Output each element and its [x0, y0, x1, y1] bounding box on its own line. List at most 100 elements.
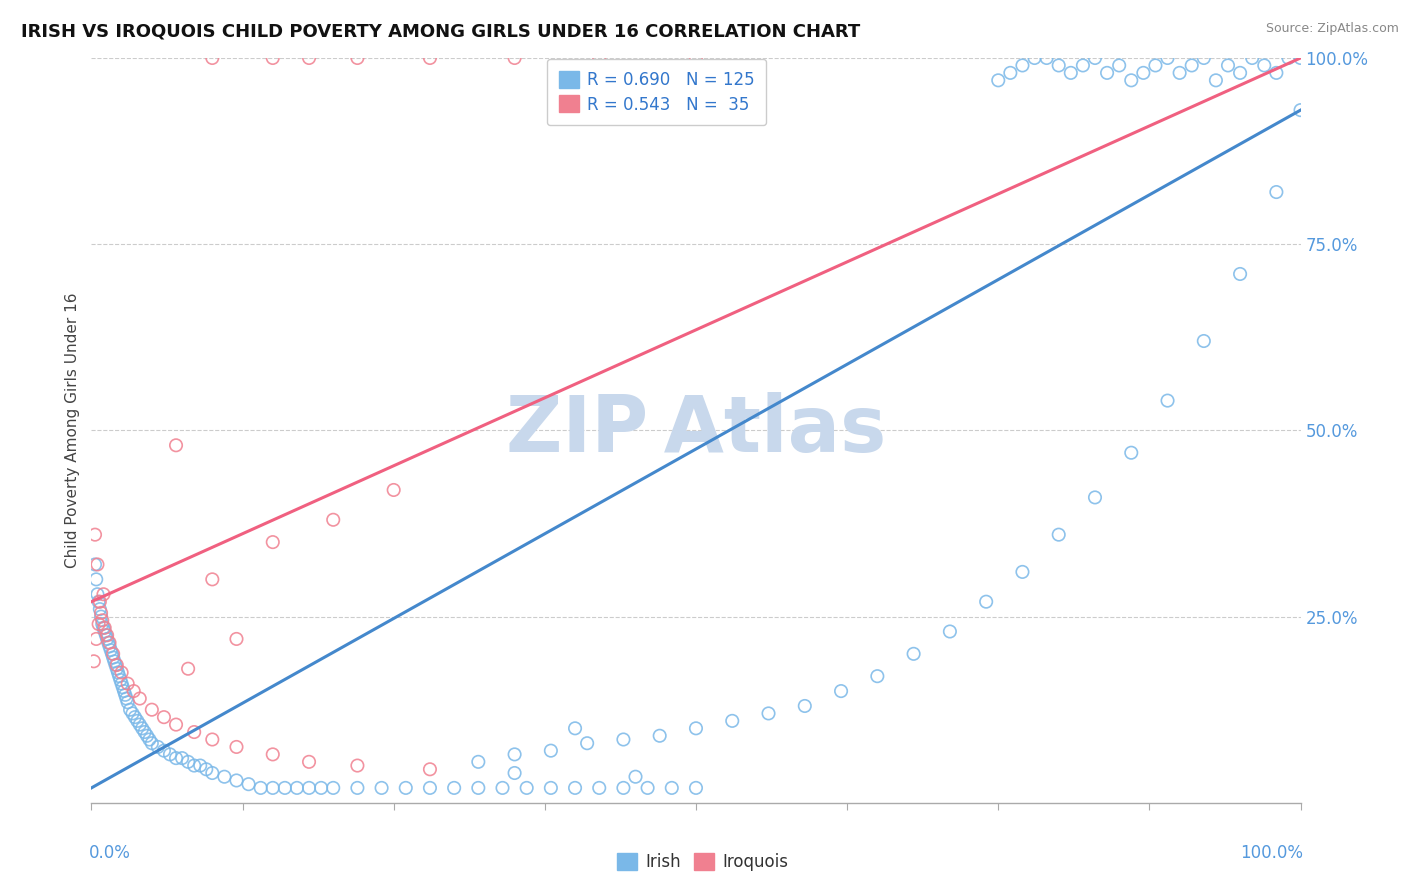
Point	[100, 643, 122, 657]
Point	[183, 725, 205, 739]
Point	[89, 602, 111, 616]
Point	[612, 732, 634, 747]
Point	[1095, 66, 1118, 80]
Point	[120, 703, 142, 717]
Point	[661, 780, 683, 795]
Point	[298, 780, 321, 795]
Point	[1121, 73, 1143, 87]
Point	[1289, 51, 1312, 65]
Point	[685, 721, 707, 735]
Point	[225, 773, 247, 788]
Point	[262, 535, 284, 549]
Point	[1229, 66, 1251, 80]
Point	[84, 573, 107, 587]
Point	[83, 654, 105, 668]
Point	[122, 684, 145, 698]
Point	[1156, 51, 1178, 65]
Point	[104, 658, 127, 673]
Point	[1108, 58, 1130, 72]
Point	[110, 673, 132, 687]
Point	[564, 780, 586, 795]
Point	[939, 624, 962, 639]
Point	[1168, 66, 1191, 80]
Point	[1229, 267, 1251, 281]
Point	[1060, 66, 1083, 80]
Point	[128, 691, 150, 706]
Point	[121, 706, 143, 721]
Text: ZIP Atlas: ZIP Atlas	[506, 392, 886, 468]
Point	[648, 729, 671, 743]
Point	[249, 780, 271, 795]
Point	[84, 632, 107, 646]
Point	[1121, 446, 1143, 460]
Point	[491, 780, 513, 795]
Point	[91, 613, 114, 627]
Point	[346, 51, 368, 65]
Point	[87, 617, 110, 632]
Point	[721, 714, 744, 728]
Point	[90, 606, 112, 620]
Point	[101, 650, 124, 665]
Point	[262, 747, 284, 762]
Point	[195, 762, 218, 776]
Point	[588, 51, 610, 65]
Point	[94, 628, 117, 642]
Legend: R = 0.690   N = 125, R = 0.543   N =  35: R = 0.690 N = 125, R = 0.543 N = 35	[547, 59, 766, 125]
Point	[165, 717, 187, 731]
Point	[322, 513, 344, 527]
Point	[262, 51, 284, 65]
Point	[124, 710, 146, 724]
Point	[138, 732, 160, 747]
Point	[172, 751, 194, 765]
Point	[91, 617, 114, 632]
Point	[624, 770, 647, 784]
Point	[127, 714, 149, 728]
Point	[467, 755, 489, 769]
Point	[1024, 51, 1046, 65]
Point	[141, 736, 163, 750]
Point	[108, 669, 131, 683]
Point	[93, 587, 115, 601]
Point	[758, 706, 780, 721]
Point	[141, 703, 163, 717]
Point	[262, 780, 284, 795]
Point	[165, 751, 187, 765]
Point	[111, 665, 132, 680]
Point	[87, 595, 110, 609]
Point	[540, 744, 562, 758]
Point	[564, 721, 586, 735]
Point	[685, 51, 707, 65]
Point	[1011, 58, 1033, 72]
Text: 0.0%: 0.0%	[89, 844, 131, 862]
Point	[309, 780, 332, 795]
Point	[830, 684, 852, 698]
Point	[1011, 565, 1033, 579]
Text: Source: ZipAtlas.com: Source: ZipAtlas.com	[1265, 22, 1399, 36]
Point	[183, 758, 205, 772]
Point	[1277, 51, 1299, 65]
Point	[105, 658, 128, 673]
Point	[346, 758, 368, 772]
Point	[1192, 334, 1215, 348]
Point	[516, 780, 538, 795]
Point	[274, 780, 297, 795]
Point	[153, 744, 176, 758]
Legend: Irish, Iroquois: Irish, Iroquois	[609, 845, 797, 880]
Point	[225, 632, 247, 646]
Point	[225, 739, 247, 754]
Point	[1265, 66, 1288, 80]
Point	[90, 609, 112, 624]
Point	[93, 624, 115, 639]
Point	[866, 669, 889, 683]
Point	[86, 587, 108, 601]
Point	[1216, 58, 1239, 72]
Point	[111, 676, 132, 690]
Point	[322, 780, 344, 795]
Point	[346, 780, 368, 795]
Point	[540, 780, 562, 795]
Point	[103, 654, 125, 668]
Point	[201, 766, 224, 780]
Point	[96, 632, 118, 646]
Point	[419, 51, 441, 65]
Point	[1035, 51, 1057, 65]
